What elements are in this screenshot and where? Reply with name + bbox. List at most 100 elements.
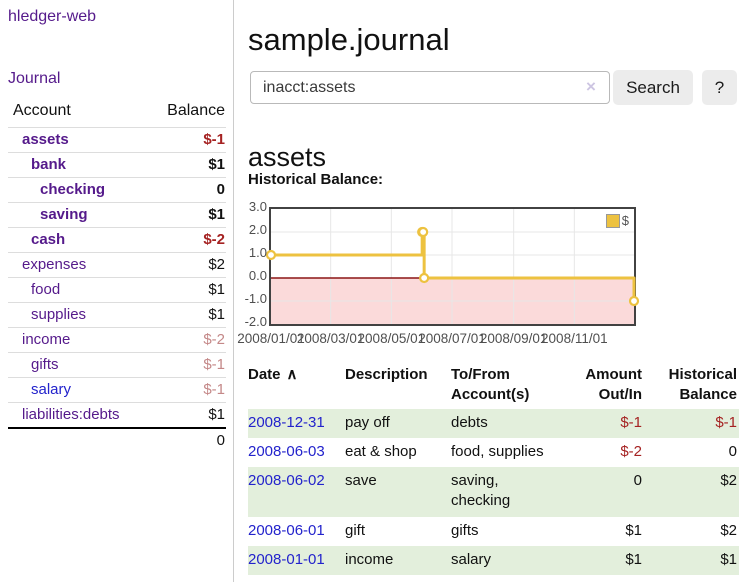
x-axis-tick-label: 2008/11/01 [541, 331, 608, 346]
transaction-balance: 0 [728, 442, 737, 460]
data-point-marker [628, 295, 640, 307]
account-link[interactable]: liabilities:debts [22, 406, 120, 423]
account-row: checking 0 [8, 177, 226, 203]
amount-column-header: Amount Out/In [585, 366, 642, 404]
account-row: income $-2 [8, 327, 226, 353]
transaction-accounts: gifts [451, 521, 479, 539]
transaction-amount: $1 [625, 550, 642, 568]
account-link[interactable]: expenses [22, 256, 87, 273]
transaction-date-link[interactable]: 2008-06-01 [248, 521, 325, 539]
transaction-accounts: salary [451, 550, 492, 568]
transaction-description: gift [345, 521, 366, 539]
account-link[interactable]: income [22, 331, 71, 348]
account-link[interactable]: assets [22, 131, 69, 148]
accounts-total-row: 0 [8, 427, 226, 453]
account-link[interactable]: checking [40, 181, 106, 198]
account-row: supplies $1 [8, 302, 226, 328]
search-bar: × Search ? [248, 70, 742, 106]
account-link[interactable]: saving [40, 206, 88, 223]
account-link[interactable]: gifts [31, 356, 59, 373]
account-row: bank $1 [8, 152, 226, 178]
register-header-row: Date ∧ Description To/From Account(s) Amo… [248, 362, 739, 409]
account-balance: $1 [146, 402, 226, 428]
x-axis-tick-label: 2008/07/01 [418, 331, 486, 346]
account-heading: assets [248, 142, 327, 173]
date-column-header[interactable]: Date ∧ [248, 366, 298, 383]
sidebar-divider [233, 0, 234, 582]
transaction-amount: 0 [633, 472, 642, 489]
legend-color-swatch [605, 213, 620, 228]
register-row: 2008-01-01 income salary $1 $1 [248, 545, 739, 575]
register-row: 2008-12-31 pay off debts $-1 $-1 [248, 408, 739, 438]
transaction-balance: $2 [720, 472, 737, 489]
data-point-marker [265, 249, 277, 261]
transaction-accounts: saving, checking [451, 472, 511, 510]
account-balance: $-2 [146, 227, 226, 253]
accounts-column-header: To/From Account(s) [451, 366, 530, 404]
data-point-marker [419, 272, 430, 284]
transaction-date-link[interactable]: 2008-06-02 [248, 472, 325, 489]
accounts-total-spacer [8, 427, 147, 453]
help-button[interactable]: ? [702, 70, 737, 105]
transaction-amount: $1 [625, 521, 642, 539]
balance-column-header: Historical Balance [668, 366, 737, 404]
account-column-header: Account [13, 102, 71, 119]
account-row: expenses $2 [8, 252, 226, 278]
register-table: Date ∧ Description To/From Account(s) Amo… [248, 362, 739, 575]
transaction-accounts: food, supplies [451, 442, 544, 460]
register-row: 2008-06-02 save saving, checking 0 $2 [248, 467, 739, 517]
chart-legend: $ [605, 213, 629, 228]
accounts-total-value: 0 [146, 427, 226, 453]
data-point-marker [418, 226, 429, 238]
account-balance: $-1 [146, 377, 226, 403]
transaction-date-link[interactable]: 2008-12-31 [248, 413, 325, 431]
legend-label: $ [621, 213, 629, 228]
transaction-balance: $2 [720, 521, 737, 539]
register-row: 2008-06-03 eat & shop food, supplies $-2 0 [248, 438, 739, 467]
account-row: gifts $-1 [8, 352, 226, 378]
transaction-description: pay off [345, 413, 390, 431]
account-row: cash $-2 [8, 227, 226, 253]
x-axis-tick-label: 2008/03/01 [296, 331, 365, 346]
y-axis-tick-label: 1.0 [248, 245, 267, 260]
app-title-link[interactable]: hledger-web [8, 8, 97, 25]
chart-plot-area[interactable]: $ [265, 207, 640, 326]
transaction-amount: $-1 [620, 413, 642, 431]
transaction-accounts: debts [451, 413, 488, 431]
accounts-table: Account Balance assets $-1 bank $1 checking 0… [8, 98, 226, 453]
transaction-description: save [345, 472, 377, 489]
transaction-amount: $-2 [620, 442, 642, 460]
x-axis-tick-label: 2008/01/01 [237, 331, 305, 346]
balance-column-header: Balance [167, 102, 225, 119]
account-link[interactable]: bank [31, 156, 67, 173]
register-row: 2008-06-01 gift gifts $1 $2 [248, 517, 739, 546]
clear-search-icon[interactable]: × [586, 77, 596, 96]
y-axis-tick-label: 2.0 [248, 222, 267, 237]
account-link[interactable]: food [31, 281, 61, 298]
account-balance: $1 [146, 277, 226, 303]
x-axis-tick-label: 2008/05/01 [357, 331, 426, 346]
sort-ascending-icon: ∧ [286, 366, 298, 383]
historical-balance-chart: $ 3.0 2.0 1.0 0.0 -1.0 -2.0 2008/01/01 2008/03/… [237, 199, 742, 350]
page-title: sample.journal [248, 21, 450, 57]
account-row: liabilities:debts $1 [8, 402, 226, 428]
account-balance: $2 [146, 252, 226, 278]
account-balance: 0 [146, 177, 226, 203]
transaction-date-link[interactable]: 2008-01-01 [248, 550, 325, 568]
account-row: salary $-1 [8, 377, 226, 403]
account-balance: $1 [146, 302, 226, 328]
transaction-balance: $-1 [715, 413, 737, 431]
main-content: sample.journal × Search ? assets Histori… [237, 0, 742, 582]
transaction-date-link[interactable]: 2008-06-03 [248, 442, 325, 460]
account-link[interactable]: cash [31, 231, 66, 248]
account-link[interactable]: salary [31, 381, 72, 398]
account-link[interactable]: supplies [31, 306, 87, 323]
search-input[interactable] [250, 71, 610, 104]
transaction-description: income [345, 550, 394, 568]
x-axis-tick-label: 2008/09/01 [479, 331, 548, 346]
accounts-header-row: Account Balance [8, 98, 226, 128]
account-balance: $-1 [146, 127, 226, 153]
journal-link[interactable]: Journal [8, 70, 61, 87]
search-button[interactable]: Search [613, 70, 693, 105]
y-axis-tick-label: 3.0 [248, 199, 267, 214]
